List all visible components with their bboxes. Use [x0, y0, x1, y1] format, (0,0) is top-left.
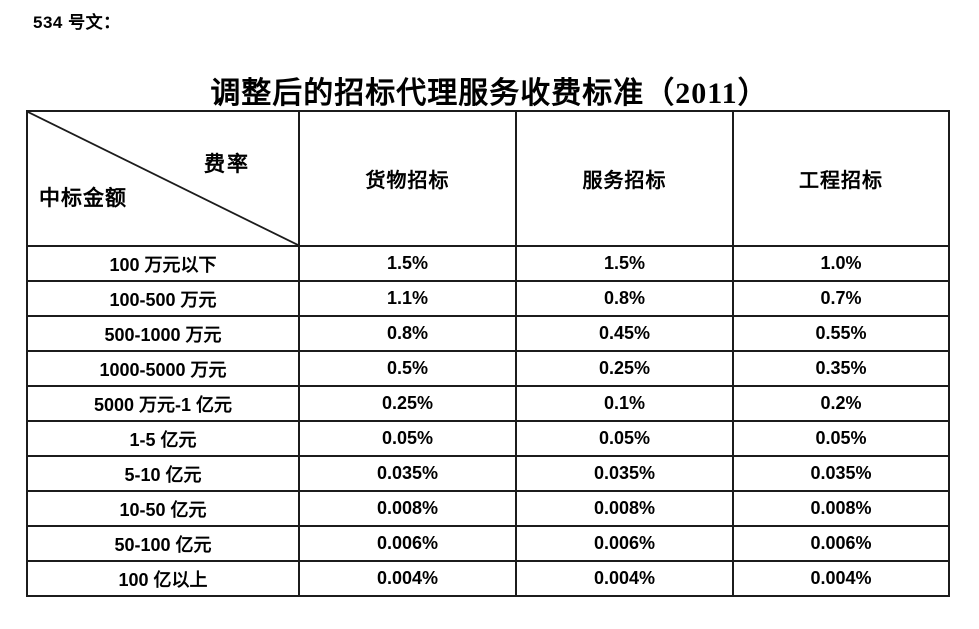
diagonal-divider-line — [28, 112, 298, 245]
page-title: 调整后的招标代理服务收费标准（2011） — [210, 77, 769, 111]
row-label-bid-amount: 5-10 亿元 — [26, 455, 300, 492]
rate-value-cell: 0.004% — [298, 560, 517, 597]
row-label-bid-amount: 100-500 万元 — [26, 280, 300, 317]
rate-value-cell: 1.1% — [298, 280, 517, 317]
rate-value-cell: 0.05% — [732, 420, 950, 457]
table-row: 100 亿以上 0.004% 0.004% 0.004% — [26, 560, 950, 597]
rate-value-cell: 0.8% — [515, 280, 734, 317]
rate-value-cell: 1.5% — [515, 245, 734, 282]
column-header-engineering-tender: 工程招标 — [732, 110, 950, 247]
rate-value-cell: 0.008% — [515, 490, 734, 527]
row-label-bid-amount: 10-50 亿元 — [26, 490, 300, 527]
document-number-label: 534 号文： — [33, 13, 121, 32]
rate-value-cell: 0.1% — [515, 385, 734, 422]
table-row: 5-10 亿元 0.035% 0.035% 0.035% — [26, 455, 950, 492]
table-row: 1000-5000 万元 0.5% 0.25% 0.35% — [26, 350, 950, 387]
table-row: 5000 万元-1 亿元 0.25% 0.1% 0.2% — [26, 385, 950, 422]
rate-value-cell: 0.2% — [732, 385, 950, 422]
row-label-bid-amount: 1-5 亿元 — [26, 420, 300, 457]
row-label-bid-amount: 500-1000 万元 — [26, 315, 300, 352]
column-header-service-tender: 服务招标 — [515, 110, 734, 247]
rate-value-cell: 0.035% — [298, 455, 517, 492]
table-header-row: 费率 中标金额 货物招标 服务招标 工程招标 — [26, 110, 950, 247]
rate-value-cell: 0.55% — [732, 315, 950, 352]
rate-value-cell: 0.25% — [298, 385, 517, 422]
rate-value-cell: 0.35% — [732, 350, 950, 387]
rate-value-cell: 0.008% — [298, 490, 517, 527]
rate-value-cell: 0.004% — [515, 560, 734, 597]
row-label-bid-amount: 1000-5000 万元 — [26, 350, 300, 387]
table-row: 50-100 亿元 0.006% 0.006% 0.006% — [26, 525, 950, 562]
rate-value-cell: 0.006% — [515, 525, 734, 562]
table-row: 100-500 万元 1.1% 0.8% 0.7% — [26, 280, 950, 317]
row-label-bid-amount: 100 万元以下 — [26, 245, 300, 282]
rate-value-cell: 0.45% — [515, 315, 734, 352]
rate-value-cell: 0.008% — [732, 490, 950, 527]
rate-value-cell: 0.035% — [515, 455, 734, 492]
rate-value-cell: 0.004% — [732, 560, 950, 597]
fee-table-body: 100 万元以下 1.5% 1.5% 1.0% 100-500 万元 1.1% 0.8% 0.… — [26, 245, 950, 597]
rate-value-cell: 1.5% — [298, 245, 517, 282]
corner-label-bid-amount: 中标金额 — [39, 186, 127, 210]
rate-value-cell: 0.25% — [515, 350, 734, 387]
row-label-bid-amount: 100 亿以上 — [26, 560, 300, 597]
rate-value-cell: 0.035% — [732, 455, 950, 492]
table-row: 100 万元以下 1.5% 1.5% 1.0% — [26, 245, 950, 282]
rate-value-cell: 0.7% — [732, 280, 950, 317]
rate-value-cell: 0.006% — [298, 525, 517, 562]
rate-value-cell: 0.05% — [298, 420, 517, 457]
rate-value-cell: 0.8% — [298, 315, 517, 352]
row-label-bid-amount: 5000 万元-1 亿元 — [26, 385, 300, 422]
table-row: 10-50 亿元 0.008% 0.008% 0.008% — [26, 490, 950, 527]
rate-value-cell: 1.0% — [732, 245, 950, 282]
rate-value-cell: 0.006% — [732, 525, 950, 562]
column-header-goods-tender: 货物招标 — [298, 110, 517, 247]
row-label-bid-amount: 50-100 亿元 — [26, 525, 300, 562]
rate-value-cell: 0.5% — [298, 350, 517, 387]
table-row: 1-5 亿元 0.05% 0.05% 0.05% — [26, 420, 950, 457]
diagonal-header-cell: 费率 中标金额 — [26, 110, 300, 247]
rate-value-cell: 0.05% — [515, 420, 734, 457]
table-row: 500-1000 万元 0.8% 0.45% 0.55% — [26, 315, 950, 352]
fee-rate-table: 费率 中标金额 货物招标 服务招标 工程招标 100 万元以下 1.5% 1.5% 1… — [26, 110, 950, 597]
corner-label-rate: 费率 — [204, 152, 250, 176]
